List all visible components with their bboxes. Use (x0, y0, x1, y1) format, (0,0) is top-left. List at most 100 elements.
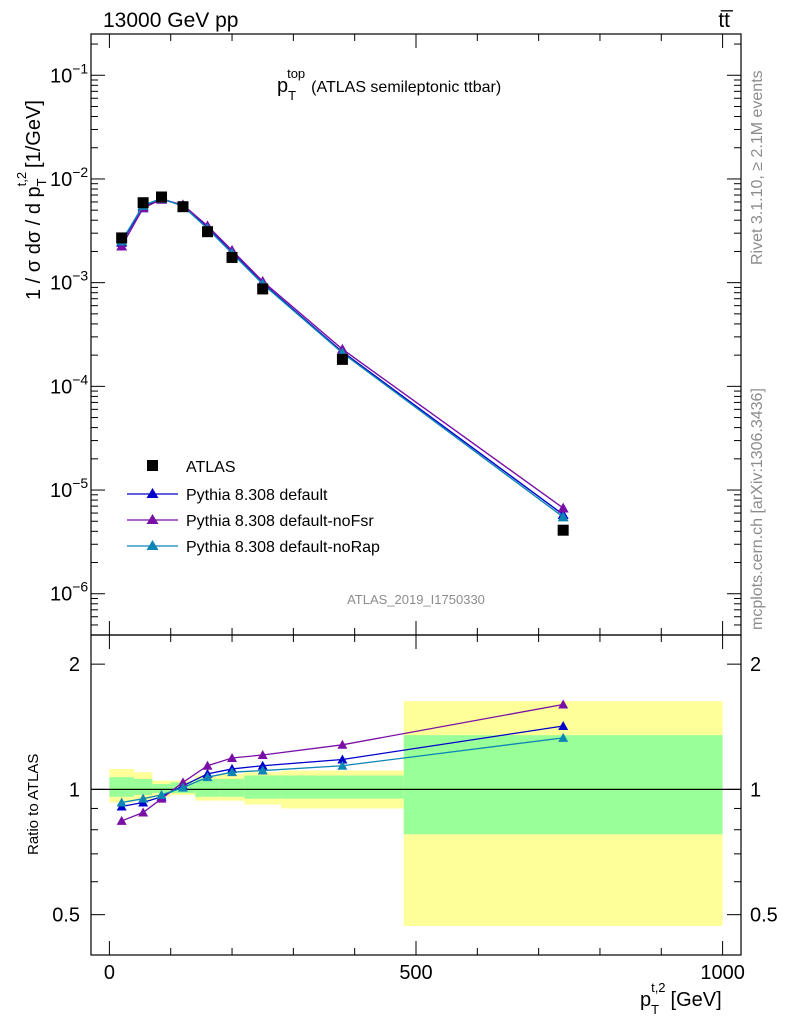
legend-marker-nofsr (146, 514, 159, 524)
top-panel-series (116, 191, 569, 536)
plot-title-rest: (ATLAS semileptonic ttbar) (311, 79, 501, 96)
x-tick-label-2: 1000 (700, 962, 745, 984)
x-tick-label-0: 0 (104, 962, 115, 984)
legend-entry-default: Pythia 8.308 default (127, 487, 328, 504)
ratio-point-2-0 (116, 797, 127, 807)
ratio-point-1-4 (202, 760, 213, 770)
band-inner-7 (281, 775, 404, 799)
plot-title-sup: top (287, 66, 305, 81)
series-point-1-8 (557, 502, 569, 513)
legend-marker-norap (146, 540, 159, 550)
legend-label-norap: Pythia 8.308 default-noRap (186, 539, 380, 556)
ratio-y-tick-label-left-1: 1 (69, 779, 80, 801)
ratio-point-2-5 (227, 767, 238, 777)
legend-marker-atlas (147, 460, 158, 471)
top-y-tick-mantissa-1: 10 (50, 480, 72, 502)
top-y-tick-label-3: 10−3 (50, 268, 88, 295)
atlas-point-6 (257, 283, 269, 295)
ratio-point-1-3 (177, 777, 188, 787)
top-y-tick-mantissa-0: 10 (50, 584, 72, 606)
atlas-point-2 (156, 191, 168, 203)
legend-label-default: Pythia 8.308 default (186, 487, 328, 504)
atlas-point-0 (116, 232, 128, 244)
series-point-1-0 (116, 240, 128, 251)
top-y-tick-mantissa-2: 10 (50, 376, 72, 398)
legend: ATLAS Pythia 8.308 default Pythia 8.308 … (127, 459, 380, 556)
ratio-y-tick-label-left-0: 0.5 (52, 905, 80, 927)
atlas-point-5 (226, 251, 238, 263)
legend-label-nofsr: Pythia 8.308 default-noFsr (186, 513, 374, 530)
band-inner-4 (195, 778, 220, 797)
process-label: tt̅ (718, 9, 734, 32)
top-y-tick-label-2: 10−4 (50, 371, 88, 398)
ratio-point-1-5 (227, 752, 238, 762)
atlas-point-4 (202, 226, 214, 238)
band-inner-0 (109, 777, 134, 797)
top-y-tick-exponent-0: −6 (72, 579, 88, 595)
ratio-point-0-7 (337, 754, 348, 764)
ratio-point-0-8 (558, 721, 569, 731)
plot-title-main: p (277, 75, 288, 97)
x-axis-label-sub: T (651, 1002, 659, 1017)
top-y-tick-label-1: 10−5 (50, 475, 88, 502)
atlas-point-3 (177, 201, 189, 213)
top-y-tick-exponent-1: −5 (72, 475, 88, 491)
ratio-point-2-8 (558, 732, 569, 742)
legend-entry-nofsr: Pythia 8.308 default-noFsr (127, 513, 374, 530)
ratio-point-1-7 (337, 739, 348, 749)
mcplots-label: mcplots.cern.ch [arXiv:1306.3436] (749, 388, 766, 630)
ratio-uncertainty-bands (91, 701, 741, 926)
band-inner-2 (152, 784, 171, 794)
top-y-tick-mantissa-4: 10 (50, 169, 72, 191)
analysis-id: ATLAS_2019_I1750330 (347, 592, 485, 607)
plot-title: pTtop (ATLAS semileptonic ttbar) (277, 66, 501, 103)
series-point-2-8 (557, 511, 569, 522)
top-y-axis-label-sub: T (34, 178, 49, 186)
top-y-tick-mantissa-3: 10 (50, 273, 72, 295)
ratio-y-tick-label-right-0: 0.5 (750, 905, 778, 927)
atlas-point-1 (137, 197, 149, 209)
top-y-axis-label-unit: [1/GeV] (23, 100, 45, 168)
top-y-tick-exponent-4: −2 (72, 164, 88, 180)
ratio-panel-series (116, 699, 569, 825)
beam-label: 13000 GeV pp (103, 9, 238, 32)
ratio-point-2-1 (138, 793, 149, 803)
band-inner-5 (219, 778, 245, 797)
top-y-tick-label-0: 10−6 (50, 579, 88, 606)
ratio-point-1-6 (257, 749, 268, 759)
rivet-label: Rivet 3.1.10, ≥ 2.1M events (749, 70, 766, 265)
ratio-point-2-2 (156, 789, 167, 799)
top-y-axis-label-sup: t,2 (14, 172, 29, 186)
x-axis-label-unit: [GeV] (671, 989, 722, 1011)
top-y-axis-label: 1 / σ dσ / d pTt,2 [1/GeV] (14, 100, 49, 300)
band-inner-8 (403, 735, 723, 835)
x-axis-label-sup: t,2 (651, 980, 665, 995)
x-axis-label-main: p (640, 989, 651, 1011)
legend-entry-atlas: ATLAS (147, 459, 236, 476)
ratio-y-tick-label-left-2: 2 (69, 654, 80, 676)
ratio-y-axis-label: Ratio to ATLAS (25, 754, 42, 855)
top-y-tick-exponent-2: −4 (72, 371, 88, 387)
x-axis-label: pTt,2 [GeV] (640, 980, 722, 1017)
ratio-y-tick-label-right-2: 2 (750, 654, 761, 676)
top-y-axis-label-text: 1 / σ dσ / d p (23, 186, 45, 300)
band-inner-1 (133, 778, 153, 795)
x-tick-label-1: 500 (399, 962, 432, 984)
top-y-tick-label-5: 10−1 (50, 60, 88, 87)
ratio-point-1-1 (138, 807, 149, 817)
top-y-tick-label-4: 10−2 (50, 164, 88, 191)
atlas-point-8 (557, 524, 569, 536)
band-inner-6 (244, 775, 282, 799)
ratio-y-tick-label-right-1: 1 (750, 779, 761, 801)
top-y-tick-mantissa-5: 10 (50, 65, 72, 87)
legend-marker-default (146, 488, 159, 498)
ratio-point-2-4 (202, 772, 213, 782)
ratio-point-1-8 (558, 699, 569, 709)
legend-entry-norap: Pythia 8.308 default-noRap (127, 539, 380, 556)
ratio-point-1-0 (116, 815, 127, 825)
legend-label-atlas: ATLAS (186, 459, 236, 476)
ratio-point-2-6 (257, 765, 268, 775)
plot-title-sub: T (288, 88, 296, 103)
